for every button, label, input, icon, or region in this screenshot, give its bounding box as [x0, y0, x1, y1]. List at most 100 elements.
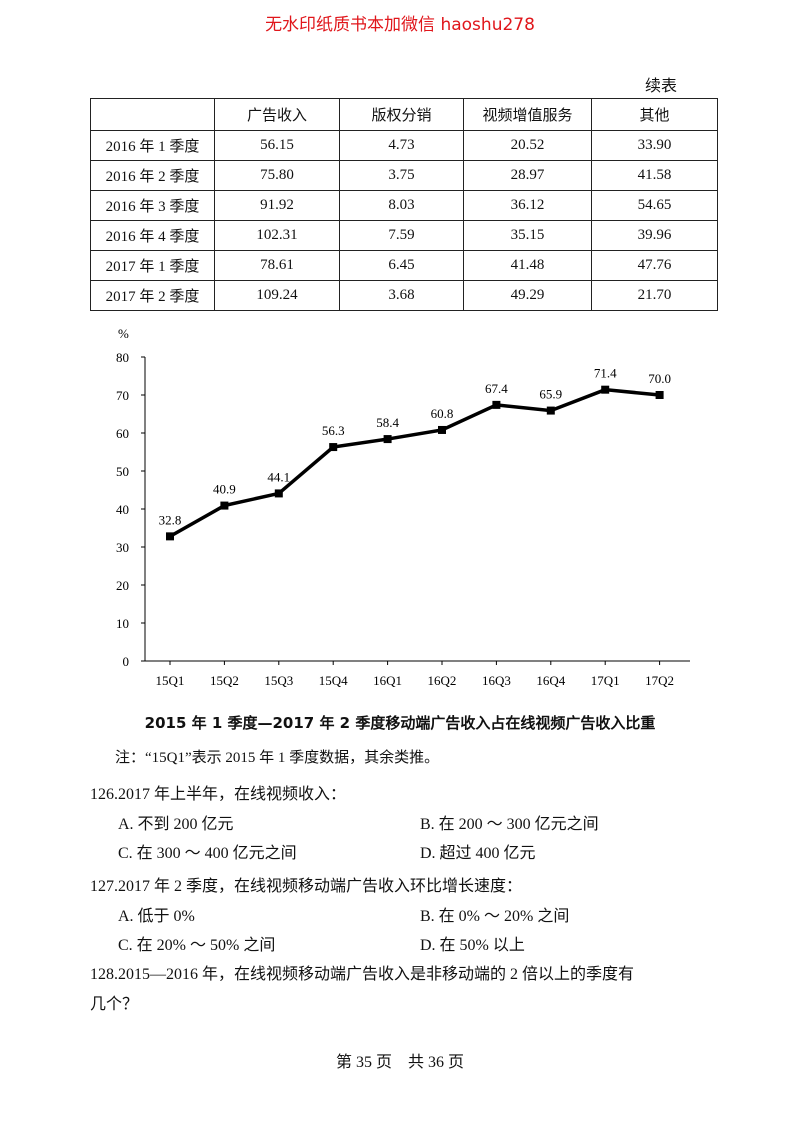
option: A. 低于 0% [118, 908, 195, 925]
value-label: 67.4 [485, 381, 508, 396]
header-cell: 版权分销 [339, 98, 464, 131]
question-stem: 126.2017 年上半年，在线视频收入： [90, 786, 347, 803]
header-cell [90, 98, 215, 131]
option: D. 超过 400 亿元 [420, 845, 536, 862]
table-cell: 28.97 [463, 160, 592, 191]
y-tick-label: 60 [116, 426, 129, 441]
option: C. 在 300 ～ 400 亿元之间 [118, 845, 297, 862]
watermark: 无水印纸质书本加微信 haoshu278 [265, 15, 535, 35]
y-tick-label: 0 [123, 654, 130, 669]
x-tick-label: 16Q2 [428, 673, 457, 688]
value-label: 60.8 [431, 406, 454, 421]
table-cell: 2016 年 2 季度 [90, 160, 215, 191]
table-cell: 41.48 [463, 250, 592, 281]
table-cell: 2016 年 4 季度 [90, 220, 215, 251]
table-cell: 78.61 [214, 250, 340, 281]
x-tick-label: 17Q1 [591, 673, 620, 688]
table-cell: 49.29 [463, 280, 592, 311]
table-row: 2016 年 2 季度 75.80 3.75 28.97 41.58 [90, 160, 718, 191]
y-tick-label: 30 [116, 540, 129, 555]
value-label: 65.9 [539, 387, 562, 402]
chart: % 0 10 20 30 40 50 60 70 80 15Q1 15Q2 15Q3 15Q4 16Q1 16… [116, 326, 690, 688]
table-cell: 4.73 [339, 130, 464, 161]
table-cell: 2017 年 1 季度 [90, 250, 215, 281]
data-table: 广告收入 版权分销 视频增值服务 其他 2016 年 1 季度 56.15 4.73 20.5… [90, 98, 718, 311]
x-tick-label: 15Q3 [264, 673, 293, 688]
header-cell: 其他 [591, 98, 718, 131]
question-stem: 几个？ [90, 996, 139, 1013]
table-row: 2017 年 2 季度 109.24 3.68 49.29 21.70 [90, 280, 718, 311]
question-stem: 127.2017 年 2 季度，在线视频移动端广告收入环比增长速度： [90, 878, 523, 895]
table-cell: 21.70 [591, 280, 718, 311]
option: B. 在 200 ～ 300 亿元之间 [420, 816, 599, 833]
table-cell: 54.65 [591, 190, 718, 221]
value-label: 56.3 [322, 423, 345, 438]
header-cell: 广告收入 [214, 98, 340, 131]
x-tick-label: 16Q4 [536, 673, 565, 688]
table-cell: 41.58 [591, 160, 718, 191]
table-cell: 6.45 [339, 250, 464, 281]
table-cell: 33.90 [591, 130, 718, 161]
table-caption: 续表 [645, 78, 678, 95]
marker [655, 391, 664, 399]
value-label: 44.1 [267, 469, 290, 484]
y-tick-label: 80 [116, 350, 129, 365]
footer: 第 35 页 共 36 页 [335, 1054, 464, 1071]
value-label: 58.4 [376, 415, 399, 430]
table-cell: 109.24 [214, 280, 340, 311]
value-label: 71.4 [594, 366, 617, 381]
marker [492, 400, 501, 409]
table-cell: 102.31 [214, 220, 340, 251]
x-tick-label: 16Q3 [482, 673, 511, 688]
value-label: 40.9 [213, 482, 236, 497]
table-cell: 91.92 [214, 190, 340, 221]
table-cell: 7.59 [339, 220, 464, 251]
value-label: 32.8 [159, 512, 182, 527]
table-row: 2017 年 1 季度 78.61 6.45 41.48 47.76 [90, 250, 718, 281]
y-axis-label: % [118, 326, 129, 341]
option: B. 在 0% ～ 20% 之间 [420, 908, 570, 925]
line [169, 387, 660, 538]
y-tick-label: 70 [116, 388, 129, 403]
table-cell: 56.15 [214, 130, 340, 161]
note: 注：“15Q1”表示 2015 年 1 季度数据，其余类推。 [115, 750, 440, 766]
y-tick-label: 40 [116, 502, 129, 517]
x-tick-label: 16Q1 [373, 673, 402, 688]
marker [546, 406, 555, 415]
x-tick-label: 15Q1 [156, 673, 185, 688]
table-row: 2016 年 1 季度 56.15 4.73 20.52 33.90 [90, 130, 718, 161]
table-cell: 2016 年 1 季度 [90, 130, 215, 161]
option: C. 在 20% ～ 50% 之间 [118, 937, 276, 954]
x-tick-label: 15Q4 [319, 673, 348, 688]
header-cell: 视频增值服务 [463, 98, 592, 131]
marker [274, 489, 283, 498]
marker [166, 532, 174, 541]
table-cell: 2017 年 2 季度 [90, 280, 215, 311]
chart-title: 2015 年 1 季度—2017 年 2 季度移动端广告收入占在线视频广告收入比… [144, 714, 656, 732]
header-row: 广告收入 版权分销 视频增值服务 其他 [90, 98, 718, 131]
table-cell: 47.76 [591, 250, 718, 281]
y-tick-label: 20 [116, 578, 129, 593]
table-cell: 35.15 [463, 220, 592, 251]
table-cell: 8.03 [339, 190, 464, 221]
option: A. 不到 200 亿元 [118, 816, 234, 833]
table-row: 2016 年 4 季度 102.31 7.59 35.15 39.96 [90, 220, 718, 251]
option: D. 在 50% 以上 [420, 937, 525, 954]
marker [329, 443, 338, 452]
table-cell: 3.68 [339, 280, 464, 311]
y-tick-label: 10 [116, 616, 129, 631]
x-tick-label: 17Q2 [645, 673, 674, 688]
table-cell: 39.96 [591, 220, 718, 251]
marker [383, 435, 392, 444]
marker [438, 425, 446, 434]
table-cell: 3.75 [339, 160, 464, 191]
question-stem: 128.2015—2016 年，在线视频移动端广告收入是非移动端的 2 倍以上的… [90, 966, 635, 983]
x-tick-label: 15Q2 [210, 673, 239, 688]
table-cell: 36.12 [463, 190, 592, 221]
marker [220, 501, 229, 510]
value-label: 70.0 [648, 371, 671, 386]
table-cell: 75.80 [214, 160, 340, 191]
table-row: 2016 年 3 季度 91.92 8.03 36.12 54.65 [90, 190, 718, 221]
table-cell: 20.52 [463, 130, 592, 161]
table-cell: 2016 年 3 季度 [90, 190, 215, 221]
